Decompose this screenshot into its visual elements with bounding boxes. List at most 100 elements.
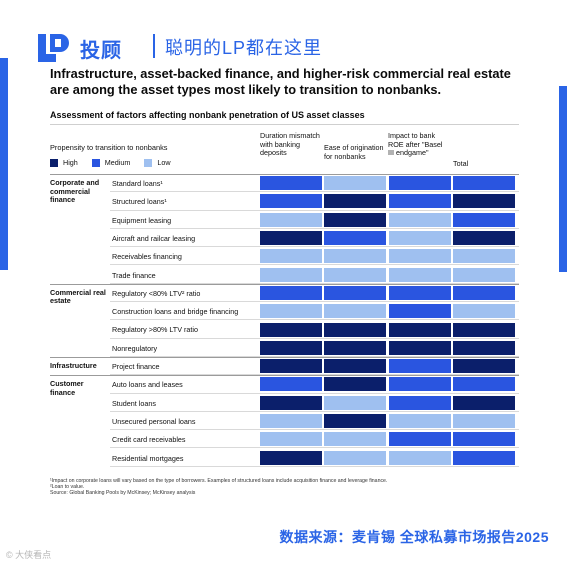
heatmap-cell xyxy=(389,304,451,319)
heatmap-cell xyxy=(453,249,515,264)
propensity-label: Propensity to transition to nonbanks xyxy=(50,143,168,152)
heatmap-cell xyxy=(389,395,451,410)
heatmap-cell xyxy=(324,231,386,246)
heatmap-row: Aircraft and railcar leasing xyxy=(50,229,519,248)
top-banner: 投顾 聪明的LP都在这里 xyxy=(0,0,567,68)
row-divider xyxy=(110,447,519,449)
heatmap-row: Unsecured personal loans xyxy=(50,412,519,431)
chart-card: Infrastructure, asset-backed finance, an… xyxy=(42,64,519,506)
legend-item-low: Low xyxy=(144,158,171,167)
heatmap-cell xyxy=(260,267,322,282)
row-divider xyxy=(110,227,519,229)
legend-swatch-medium xyxy=(91,158,100,167)
heatmap-cell xyxy=(453,377,515,392)
header-slogan: 聪明的LP都在这里 xyxy=(165,38,323,58)
heatmap-cell xyxy=(260,450,322,465)
heatmap-row: Structured loans¹ xyxy=(50,192,519,211)
brand-name: 投顾 xyxy=(80,39,122,62)
legend: High Medium Low xyxy=(50,158,171,167)
row-divider xyxy=(110,282,519,284)
heatmap-cell xyxy=(389,432,451,447)
group-divider xyxy=(50,375,519,377)
category-label: Infrastructure xyxy=(50,361,97,370)
heatmap-cell xyxy=(260,285,322,300)
row-label: Trade finance xyxy=(112,270,156,280)
source-note: Source: Global Banking Pools by McKinsey… xyxy=(50,490,196,496)
category-label: Commercial real estate xyxy=(50,287,106,306)
heatmap-cell xyxy=(324,176,386,191)
row-label: Standard loans¹ xyxy=(112,179,163,188)
chart-subtitle: Assessment of factors affecting nonbank … xyxy=(50,110,365,120)
heatmap-cell xyxy=(260,304,322,319)
heatmap-row: Trade finance xyxy=(50,266,519,284)
row-label: Structured loans¹ xyxy=(112,197,167,207)
heatmap-cell xyxy=(260,212,322,227)
header-divider xyxy=(153,34,155,58)
heatmap-cell xyxy=(453,212,515,227)
row-label: Regulatory >80% LTV ratio xyxy=(112,325,198,335)
footnote-2: ²Loan to value. xyxy=(50,484,85,490)
row-divider xyxy=(110,392,519,394)
heatmap-cell xyxy=(260,432,322,447)
watermark: © 大侠看点 xyxy=(6,550,52,560)
heatmap-row: Residential mortgages xyxy=(50,449,519,467)
heatmap-cell xyxy=(453,432,515,447)
heatmap-cell xyxy=(389,231,451,246)
heatmap-cell xyxy=(453,322,515,337)
row-label: Equipment leasing xyxy=(112,215,172,225)
row-label: Regulatory <80% LTV² ratio xyxy=(112,288,201,298)
heatmap-cell xyxy=(389,340,451,355)
heatmap-cell xyxy=(260,340,322,355)
heatmap-cell xyxy=(389,322,451,337)
headline: Infrastructure, asset-backed finance, an… xyxy=(50,66,511,97)
row-divider xyxy=(110,246,519,248)
heatmap-cell xyxy=(324,395,386,410)
heatmap-cell xyxy=(260,359,322,374)
column-header-roe: Impact to bank ROE after "Basel III endg… xyxy=(388,131,443,157)
category-label: Customer finance xyxy=(50,379,84,397)
footnote-1: ¹Impact on corporate loans will vary bas… xyxy=(50,478,388,484)
heatmap-cell xyxy=(389,285,451,300)
row-label: Auto loans and leases xyxy=(112,380,183,390)
heatmap-cell xyxy=(389,414,451,429)
heatmap-cell xyxy=(453,231,515,246)
heatmap-row: Student loans xyxy=(50,394,519,412)
category-label: Corporate and commercial finance xyxy=(50,178,100,205)
legend-swatch-high xyxy=(50,158,58,167)
row-label: Receivables financing xyxy=(112,252,182,262)
heatmap-cell xyxy=(453,176,515,191)
heatmap-row: Construction loans and bridge financing xyxy=(50,302,519,321)
row-divider xyxy=(110,374,519,376)
heatmap-cell xyxy=(389,176,451,191)
legend-swatch-low xyxy=(144,158,153,167)
heatmap-cell xyxy=(324,432,386,447)
row-divider xyxy=(110,209,519,211)
row-label: Residential mortgages xyxy=(112,453,184,463)
row-label: Project finance xyxy=(112,362,160,371)
column-header-total: Total xyxy=(453,159,469,168)
row-label: Aircraft and railcar leasing xyxy=(112,233,196,243)
heatmap-cell xyxy=(453,450,515,465)
heatmap-cell xyxy=(324,267,386,282)
column-header-origination: Ease of origination for nonbanks xyxy=(324,143,384,161)
heatmap-row: Regulatory <80% LTV² ratio xyxy=(50,284,519,303)
row-label: Nonregulatory xyxy=(112,343,158,353)
heatmap-cell xyxy=(260,231,322,246)
column-header-duration: Duration mismatch with banking deposits xyxy=(260,131,320,157)
heatmap-cell xyxy=(324,212,386,227)
heatmap-cell xyxy=(389,267,451,282)
row-label: Credit card receivables xyxy=(112,435,186,445)
right-accent-bar xyxy=(559,86,567,272)
group-divider xyxy=(50,357,519,358)
data-source-caption: 数据来源：麦肯锡 全球私募市场报告2025 xyxy=(279,529,549,545)
heatmap-cell xyxy=(260,395,322,410)
legend-label-high: High xyxy=(63,158,78,167)
heatmap-cell xyxy=(324,414,386,429)
group-divider xyxy=(50,174,519,175)
row-divider xyxy=(110,410,519,412)
heatmap-cell xyxy=(453,304,515,319)
heatmap-cell xyxy=(453,194,515,209)
heatmap-row: Credit card receivables xyxy=(50,430,519,449)
heatmap-cell xyxy=(324,359,386,374)
row-label: Student loans xyxy=(112,398,156,408)
